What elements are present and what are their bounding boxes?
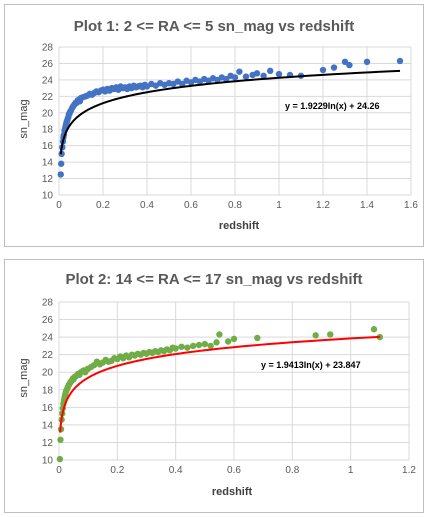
data-points (56, 326, 384, 463)
x-tick-label: 0.2 (96, 200, 110, 211)
y-tick-label: 12 (42, 438, 54, 449)
x-tick-label: 1.4 (360, 200, 374, 211)
y-tick-label: 18 (42, 125, 54, 136)
y-tick-label: 24 (42, 75, 54, 86)
y-tick-label: 22 (42, 92, 54, 103)
data-point (57, 171, 64, 178)
y-tick-label: 12 (42, 174, 54, 185)
data-point (57, 436, 64, 444)
chart-panel-1: Plot 1: 2 <= RA <= 5 sn_mag vs redshift … (4, 4, 424, 247)
data-point (189, 342, 197, 350)
data-point (223, 75, 230, 83)
data-point (195, 341, 203, 349)
y-tick-label: 10 (42, 191, 54, 202)
data-point (172, 345, 179, 352)
data-point (178, 343, 185, 350)
x-axis-label: redshift (219, 220, 260, 232)
x-tick-label: 1.6 (404, 200, 418, 211)
data-point (242, 73, 250, 80)
data-point (319, 66, 327, 74)
y-axis-label: sn_mag (18, 358, 30, 397)
gridlines (58, 46, 412, 196)
x-tick-label: 0.8 (285, 465, 299, 476)
data-point (370, 326, 378, 333)
trendline-equation: y = 1.9229ln(x) + 24.26 (285, 101, 380, 111)
y-tick-label: 14 (42, 420, 54, 431)
data-point (58, 160, 65, 167)
x-tick-label: 0 (56, 200, 62, 211)
x-tick-label: 0.4 (140, 200, 154, 211)
y-tick-label: 18 (42, 385, 54, 396)
data-point (253, 70, 261, 77)
y-tick-label: 22 (42, 350, 54, 361)
y-tick-label: 16 (42, 141, 54, 152)
x-tick-label: 0.4 (169, 465, 183, 476)
data-point (201, 340, 209, 348)
data-point (207, 342, 214, 350)
y-tick-label: 16 (42, 403, 54, 414)
x-tick-label: 1 (276, 200, 282, 211)
chart-title: Plot 1: 2 <= RA <= 5 sn_mag vs redshift (74, 18, 354, 35)
data-point (213, 339, 220, 346)
gridlines (58, 301, 410, 461)
chart-title: Plot 2: 14 <= RA <= 17 sn_mag vs redshif… (65, 271, 362, 288)
data-point (56, 455, 64, 463)
y-tick-label: 14 (42, 158, 54, 169)
y-axis-label: sn_mag (18, 99, 30, 138)
x-tick-label: 0.6 (227, 465, 241, 476)
scatter-chart-1: Plot 1: 2 <= RA <= 5 sn_mag vs redshift … (18, 18, 418, 232)
data-point (396, 57, 404, 65)
data-point (231, 74, 239, 81)
y-tick-label: 28 (42, 298, 54, 309)
y-tick-label: 10 (42, 456, 54, 467)
data-point (236, 68, 243, 75)
data-point (184, 344, 191, 351)
data-point (341, 58, 349, 65)
trendline (59, 335, 380, 433)
data-point (330, 64, 338, 71)
data-point (312, 332, 319, 339)
x-tick-label: 1.2 (316, 200, 330, 211)
data-point (260, 72, 267, 79)
data-point (267, 67, 274, 75)
x-tick-label: 0 (56, 465, 62, 476)
x-tick-label: 0.6 (184, 200, 198, 211)
y-tick-label: 20 (42, 368, 54, 379)
trendline-equation: y = 1.9413ln(x) + 23.847 (261, 360, 361, 370)
x-tick-label: 0.8 (228, 200, 242, 211)
data-points (57, 57, 404, 178)
data-point (363, 58, 371, 65)
x-tick-label: 1.2 (402, 465, 416, 476)
data-point (275, 70, 283, 78)
x-axis-label: redshift (212, 486, 253, 498)
y-tick-label: 26 (42, 315, 54, 326)
chart-panel-2: Plot 2: 14 <= RA <= 17 sn_mag vs redshif… (4, 259, 424, 513)
data-point (216, 331, 223, 338)
data-point (179, 80, 186, 88)
trendline (59, 69, 401, 155)
y-tick-label: 28 (42, 43, 54, 54)
data-point (254, 334, 261, 342)
y-tick-label: 26 (42, 59, 54, 70)
y-tick-label: 20 (42, 108, 54, 119)
x-tick-label: 0.2 (110, 465, 124, 476)
data-point (224, 338, 232, 345)
y-tick-label: 24 (42, 333, 54, 344)
data-point (346, 61, 353, 69)
data-point (230, 335, 238, 343)
scatter-chart-2: Plot 2: 14 <= RA <= 17 sn_mag vs redshif… (18, 271, 416, 498)
data-point (327, 331, 334, 338)
x-tick-label: 1 (348, 465, 354, 476)
